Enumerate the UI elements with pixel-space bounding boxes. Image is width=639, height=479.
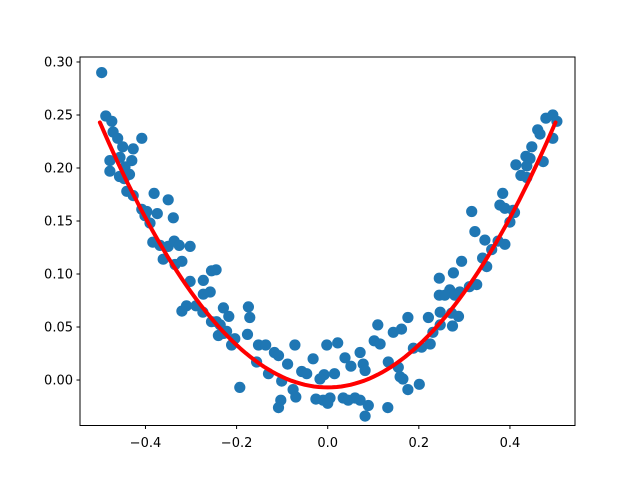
scatter-point <box>314 373 326 385</box>
scatter-point <box>151 208 163 220</box>
scatter-point <box>112 132 124 144</box>
scatter-point <box>510 159 522 171</box>
x-tick-label: −0.4 <box>130 436 162 451</box>
scatter-point <box>479 234 491 246</box>
plot-frame <box>79 56 576 426</box>
scatter-point <box>210 264 222 276</box>
scatter-point <box>372 319 384 331</box>
scatter-point <box>397 373 409 385</box>
scatter-point <box>104 155 116 167</box>
scatter-point <box>127 143 139 155</box>
y-tick-label: 0.05 <box>44 321 73 336</box>
scatter-point <box>359 364 371 377</box>
scatter-point <box>104 165 116 177</box>
scatter-point <box>162 194 174 206</box>
x-tick-label: 0.0 <box>317 436 338 451</box>
scatter-point <box>359 410 371 422</box>
x-tick-label: −0.2 <box>221 436 253 451</box>
scatter-point <box>197 274 209 286</box>
scatter-point <box>422 311 434 324</box>
fit-line <box>97 120 558 390</box>
scatter-point <box>197 288 209 300</box>
scatter-point <box>332 337 344 349</box>
scatter-point <box>289 339 301 351</box>
y-tick-label: 0.25 <box>44 108 73 123</box>
scatter-point <box>234 381 246 393</box>
y-tick-label: 0.20 <box>44 161 73 176</box>
scatter-point <box>374 338 386 350</box>
scatter-point <box>521 160 533 172</box>
scatter-point <box>497 187 509 199</box>
scatter-point <box>382 402 394 414</box>
scatter-point <box>424 338 436 350</box>
scatter-point <box>433 272 445 284</box>
scatter-point <box>499 238 511 250</box>
x-tick-label: 0.2 <box>408 436 429 451</box>
scatter-point <box>413 378 425 390</box>
scatter-point <box>469 226 481 238</box>
scatter-point <box>272 350 285 362</box>
scatter-point <box>242 301 254 313</box>
scatter-point <box>354 346 366 359</box>
scatter-point <box>301 368 313 380</box>
scatter-point <box>402 384 414 396</box>
scatter-point <box>345 360 357 372</box>
scatter-point <box>148 187 160 199</box>
scatter-point <box>223 310 235 322</box>
scatter-point <box>466 205 478 218</box>
scatter-point <box>106 115 118 127</box>
scatter-point <box>272 402 285 414</box>
scatter-point <box>241 328 254 340</box>
scatter-point <box>456 255 468 267</box>
scatter-point <box>96 67 108 79</box>
y-tick-label: 0.15 <box>44 215 73 230</box>
y-tick-label: 0.10 <box>44 268 73 283</box>
scatter-point <box>176 305 188 317</box>
scatter-point <box>184 240 196 252</box>
scatter-point <box>446 320 459 332</box>
scatter-point <box>290 391 302 403</box>
scatter-point <box>176 255 188 267</box>
scatter-point <box>282 358 294 370</box>
scatter-point <box>117 141 129 153</box>
scatter-point <box>354 394 366 406</box>
scatter-point <box>526 141 538 153</box>
scatter-point <box>534 128 546 140</box>
scatter-point <box>402 311 414 324</box>
x-tick-label: 0.4 <box>500 436 521 451</box>
scatter-point <box>434 306 446 318</box>
scatter-point <box>173 239 185 251</box>
scatter-point <box>217 302 229 314</box>
scatter-point <box>362 399 374 412</box>
scatter-point <box>439 289 451 301</box>
scatter-point <box>447 267 459 279</box>
scatter-point <box>395 323 408 335</box>
scatter-point <box>244 311 256 324</box>
y-tick-label: 0.30 <box>44 55 73 70</box>
scatter-point <box>307 353 319 365</box>
scatter-point <box>167 212 179 224</box>
scatter-point <box>452 310 465 322</box>
scatter-point <box>322 397 334 409</box>
scatter-point <box>260 339 272 351</box>
scatter-point <box>339 352 351 364</box>
scatter-point <box>328 368 341 380</box>
scatter-point <box>136 132 148 144</box>
y-tick-label: 0.00 <box>44 374 73 389</box>
scatter-point <box>321 339 333 351</box>
